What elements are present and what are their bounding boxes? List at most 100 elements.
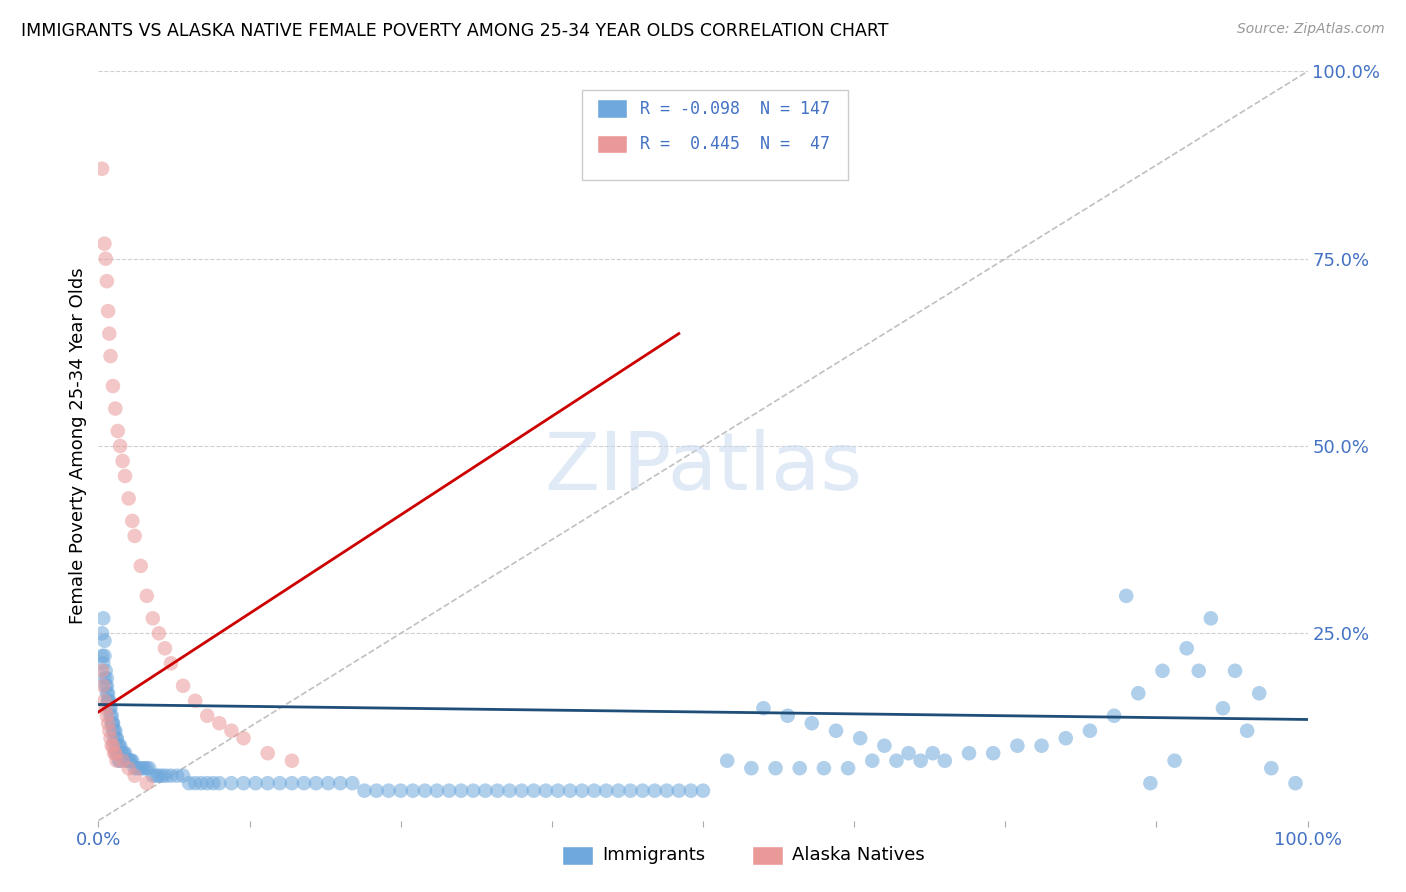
Point [1007,739,1029,753]
Point [190,776,212,790]
Point [145,769,167,783]
Point [111,746,134,760]
Point [135,589,157,603]
Text: Immigrants: Immigrants [602,847,704,864]
Point [101,723,124,738]
Point [100,701,122,715]
Point [118,754,141,768]
Point [124,761,146,775]
Point [281,754,304,768]
Point [94,252,117,266]
Point [108,754,131,768]
Point [752,701,775,715]
Point [104,739,127,753]
Point [108,739,131,753]
Point [474,783,496,797]
Point [96,708,118,723]
Point [208,776,231,790]
Point [849,731,872,746]
Point [94,679,117,693]
Point [179,776,201,790]
Point [97,694,120,708]
Point [105,746,128,760]
Point [1223,664,1246,678]
Point [1236,723,1258,738]
Point [93,671,115,685]
Point [124,769,146,783]
Point [353,783,375,797]
Point [195,776,218,790]
Point [91,657,114,671]
Point [110,746,132,760]
Point [135,761,157,775]
Point [98,326,121,341]
Point [120,754,142,768]
Point [679,783,702,797]
Point [135,776,157,790]
Point [934,754,956,768]
Point [402,783,425,797]
Point [413,783,436,797]
Text: R = -0.098  N = 147: R = -0.098 N = 147 [640,100,830,118]
Point [111,454,134,468]
Point [558,783,581,797]
Y-axis label: Female Poverty Among 25-34 Year Olds: Female Poverty Among 25-34 Year Olds [69,268,87,624]
Point [118,754,141,768]
Text: Source: ZipAtlas.com: Source: ZipAtlas.com [1237,22,1385,37]
Point [129,558,152,573]
Point [98,694,121,708]
Point [142,769,165,783]
Point [202,776,225,790]
Point [342,776,364,790]
Point [108,739,131,753]
Point [100,739,122,753]
Point [886,754,908,768]
Point [1212,701,1234,715]
Point [105,731,128,746]
Text: IMMIGRANTS VS ALASKA NATIVE FEMALE POVERTY AMONG 25-34 YEAR OLDS CORRELATION CHA: IMMIGRANTS VS ALASKA NATIVE FEMALE POVER… [21,22,889,40]
Point [114,469,136,483]
Point [107,746,129,760]
Point [103,731,125,746]
Point [121,514,143,528]
Point [104,723,127,738]
Point [108,754,131,768]
Point [957,746,980,760]
Point [94,664,117,678]
Point [1115,589,1137,603]
Point [256,776,278,790]
Point [1249,686,1271,700]
Point [873,739,896,753]
FancyBboxPatch shape [562,846,593,865]
Point [105,754,128,768]
Point [619,783,641,797]
Point [172,679,194,693]
Point [152,769,174,783]
Point [208,716,231,731]
Point [437,783,460,797]
Point [184,776,207,790]
Point [103,723,125,738]
Point [93,694,115,708]
Point [195,708,218,723]
Point [1031,739,1053,753]
Point [97,716,120,731]
Point [108,439,131,453]
Point [100,731,122,746]
FancyBboxPatch shape [582,90,848,180]
Point [166,769,188,783]
Point [595,783,617,797]
Point [98,723,121,738]
Point [1199,611,1222,625]
Point [93,633,115,648]
Point [98,701,121,715]
Point [1175,641,1198,656]
Point [94,701,117,715]
Point [131,761,153,775]
Point [1054,731,1077,746]
Point [153,641,176,656]
Point [96,274,118,288]
Point [668,783,690,797]
Point [221,776,243,790]
Point [117,754,139,768]
